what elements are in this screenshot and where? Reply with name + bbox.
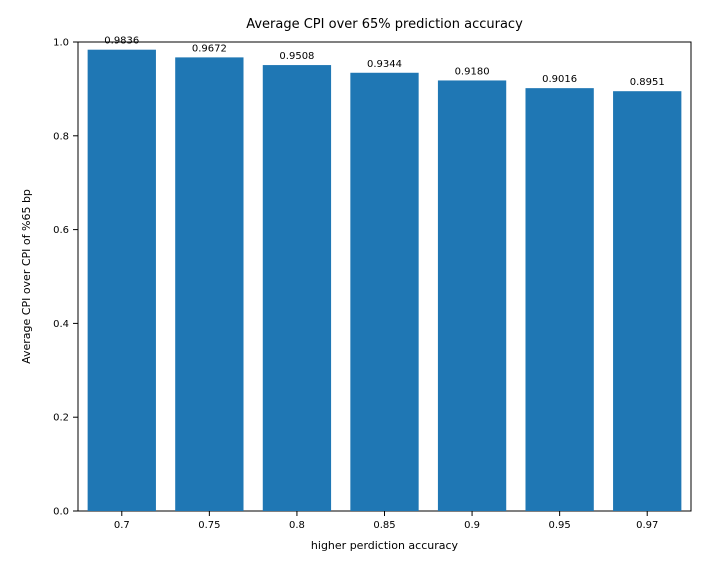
bar bbox=[525, 88, 593, 511]
chart-title: Average CPI over 65% prediction accuracy bbox=[246, 17, 523, 32]
bar-value-label: 0.9180 bbox=[455, 66, 490, 77]
bar bbox=[175, 57, 243, 511]
bar-value-label: 0.9672 bbox=[192, 43, 227, 54]
y-tick-label: 0.6 bbox=[53, 225, 69, 236]
y-axis-label: Average CPI over CPI of %65 bp bbox=[20, 189, 33, 364]
x-tick-label: 0.9 bbox=[464, 520, 480, 531]
bar-value-label: 0.9508 bbox=[279, 51, 314, 62]
chart-container: 0.00.20.40.60.81.00.70.750.80.850.90.950… bbox=[0, 0, 711, 563]
x-tick-label: 0.95 bbox=[549, 520, 571, 531]
x-tick-label: 0.7 bbox=[114, 520, 130, 531]
bar bbox=[438, 80, 506, 511]
x-tick-label: 0.85 bbox=[373, 520, 395, 531]
bar bbox=[613, 91, 681, 511]
bar bbox=[263, 65, 331, 511]
x-tick-label: 0.97 bbox=[636, 520, 658, 531]
x-axis-label: higher perdiction accuracy bbox=[311, 539, 459, 552]
bar-value-label: 0.8951 bbox=[630, 77, 665, 88]
bars-group bbox=[88, 50, 682, 511]
bar-value-label: 0.9016 bbox=[542, 74, 577, 85]
bar bbox=[88, 50, 156, 511]
x-tick-label: 0.8 bbox=[289, 520, 305, 531]
y-tick-label: 1.0 bbox=[53, 38, 69, 49]
y-tick-label: 0.2 bbox=[53, 413, 69, 424]
bar-value-label: 0.9836 bbox=[104, 36, 139, 47]
x-tick-label: 0.75 bbox=[198, 520, 220, 531]
y-tick-label: 0.8 bbox=[53, 131, 69, 142]
y-tick-label: 0.4 bbox=[53, 319, 69, 330]
bar bbox=[350, 73, 418, 511]
bar-value-label: 0.9344 bbox=[367, 59, 402, 70]
y-tick-label: 0.0 bbox=[53, 507, 69, 518]
bar-chart: 0.00.20.40.60.81.00.70.750.80.850.90.950… bbox=[0, 0, 711, 563]
